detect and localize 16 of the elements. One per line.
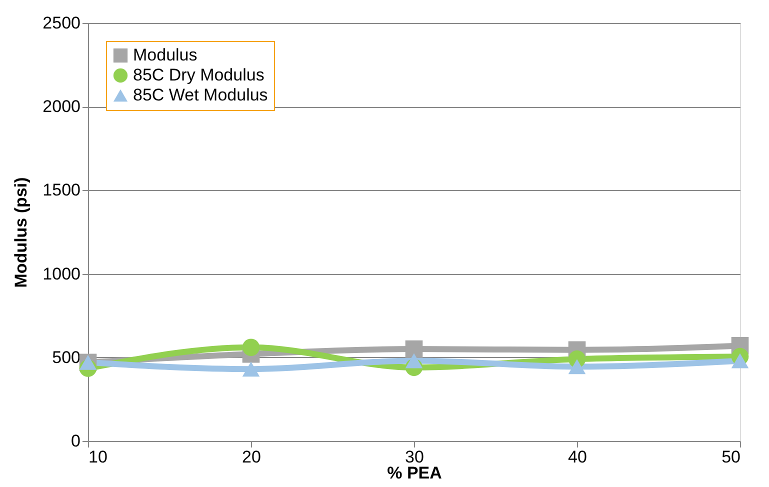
x-tick-label: 50 bbox=[722, 448, 740, 466]
legend-label: Modulus bbox=[133, 46, 198, 64]
x-tick-label: 10 bbox=[88, 448, 108, 466]
legend-label: 85C Wet Modulus bbox=[133, 86, 268, 104]
legend-label: 85C Dry Modulus bbox=[133, 66, 264, 84]
y-tick-label: 500 bbox=[52, 348, 80, 367]
y-tick-label: 2500 bbox=[42, 14, 80, 32]
y-axis-title: Modulus (psi) bbox=[12, 177, 31, 288]
x-tick-label: 30 bbox=[405, 448, 424, 466]
y-tick-label: 1500 bbox=[42, 180, 80, 200]
x-tick-label: 20 bbox=[242, 448, 261, 466]
y-tick-label: 0 bbox=[71, 432, 80, 450]
x-axis-title: % PEA bbox=[387, 464, 442, 482]
x-tick-label: 40 bbox=[568, 448, 587, 466]
y-tick-label: 2000 bbox=[42, 97, 80, 116]
y-tick-label: 1000 bbox=[42, 264, 80, 284]
